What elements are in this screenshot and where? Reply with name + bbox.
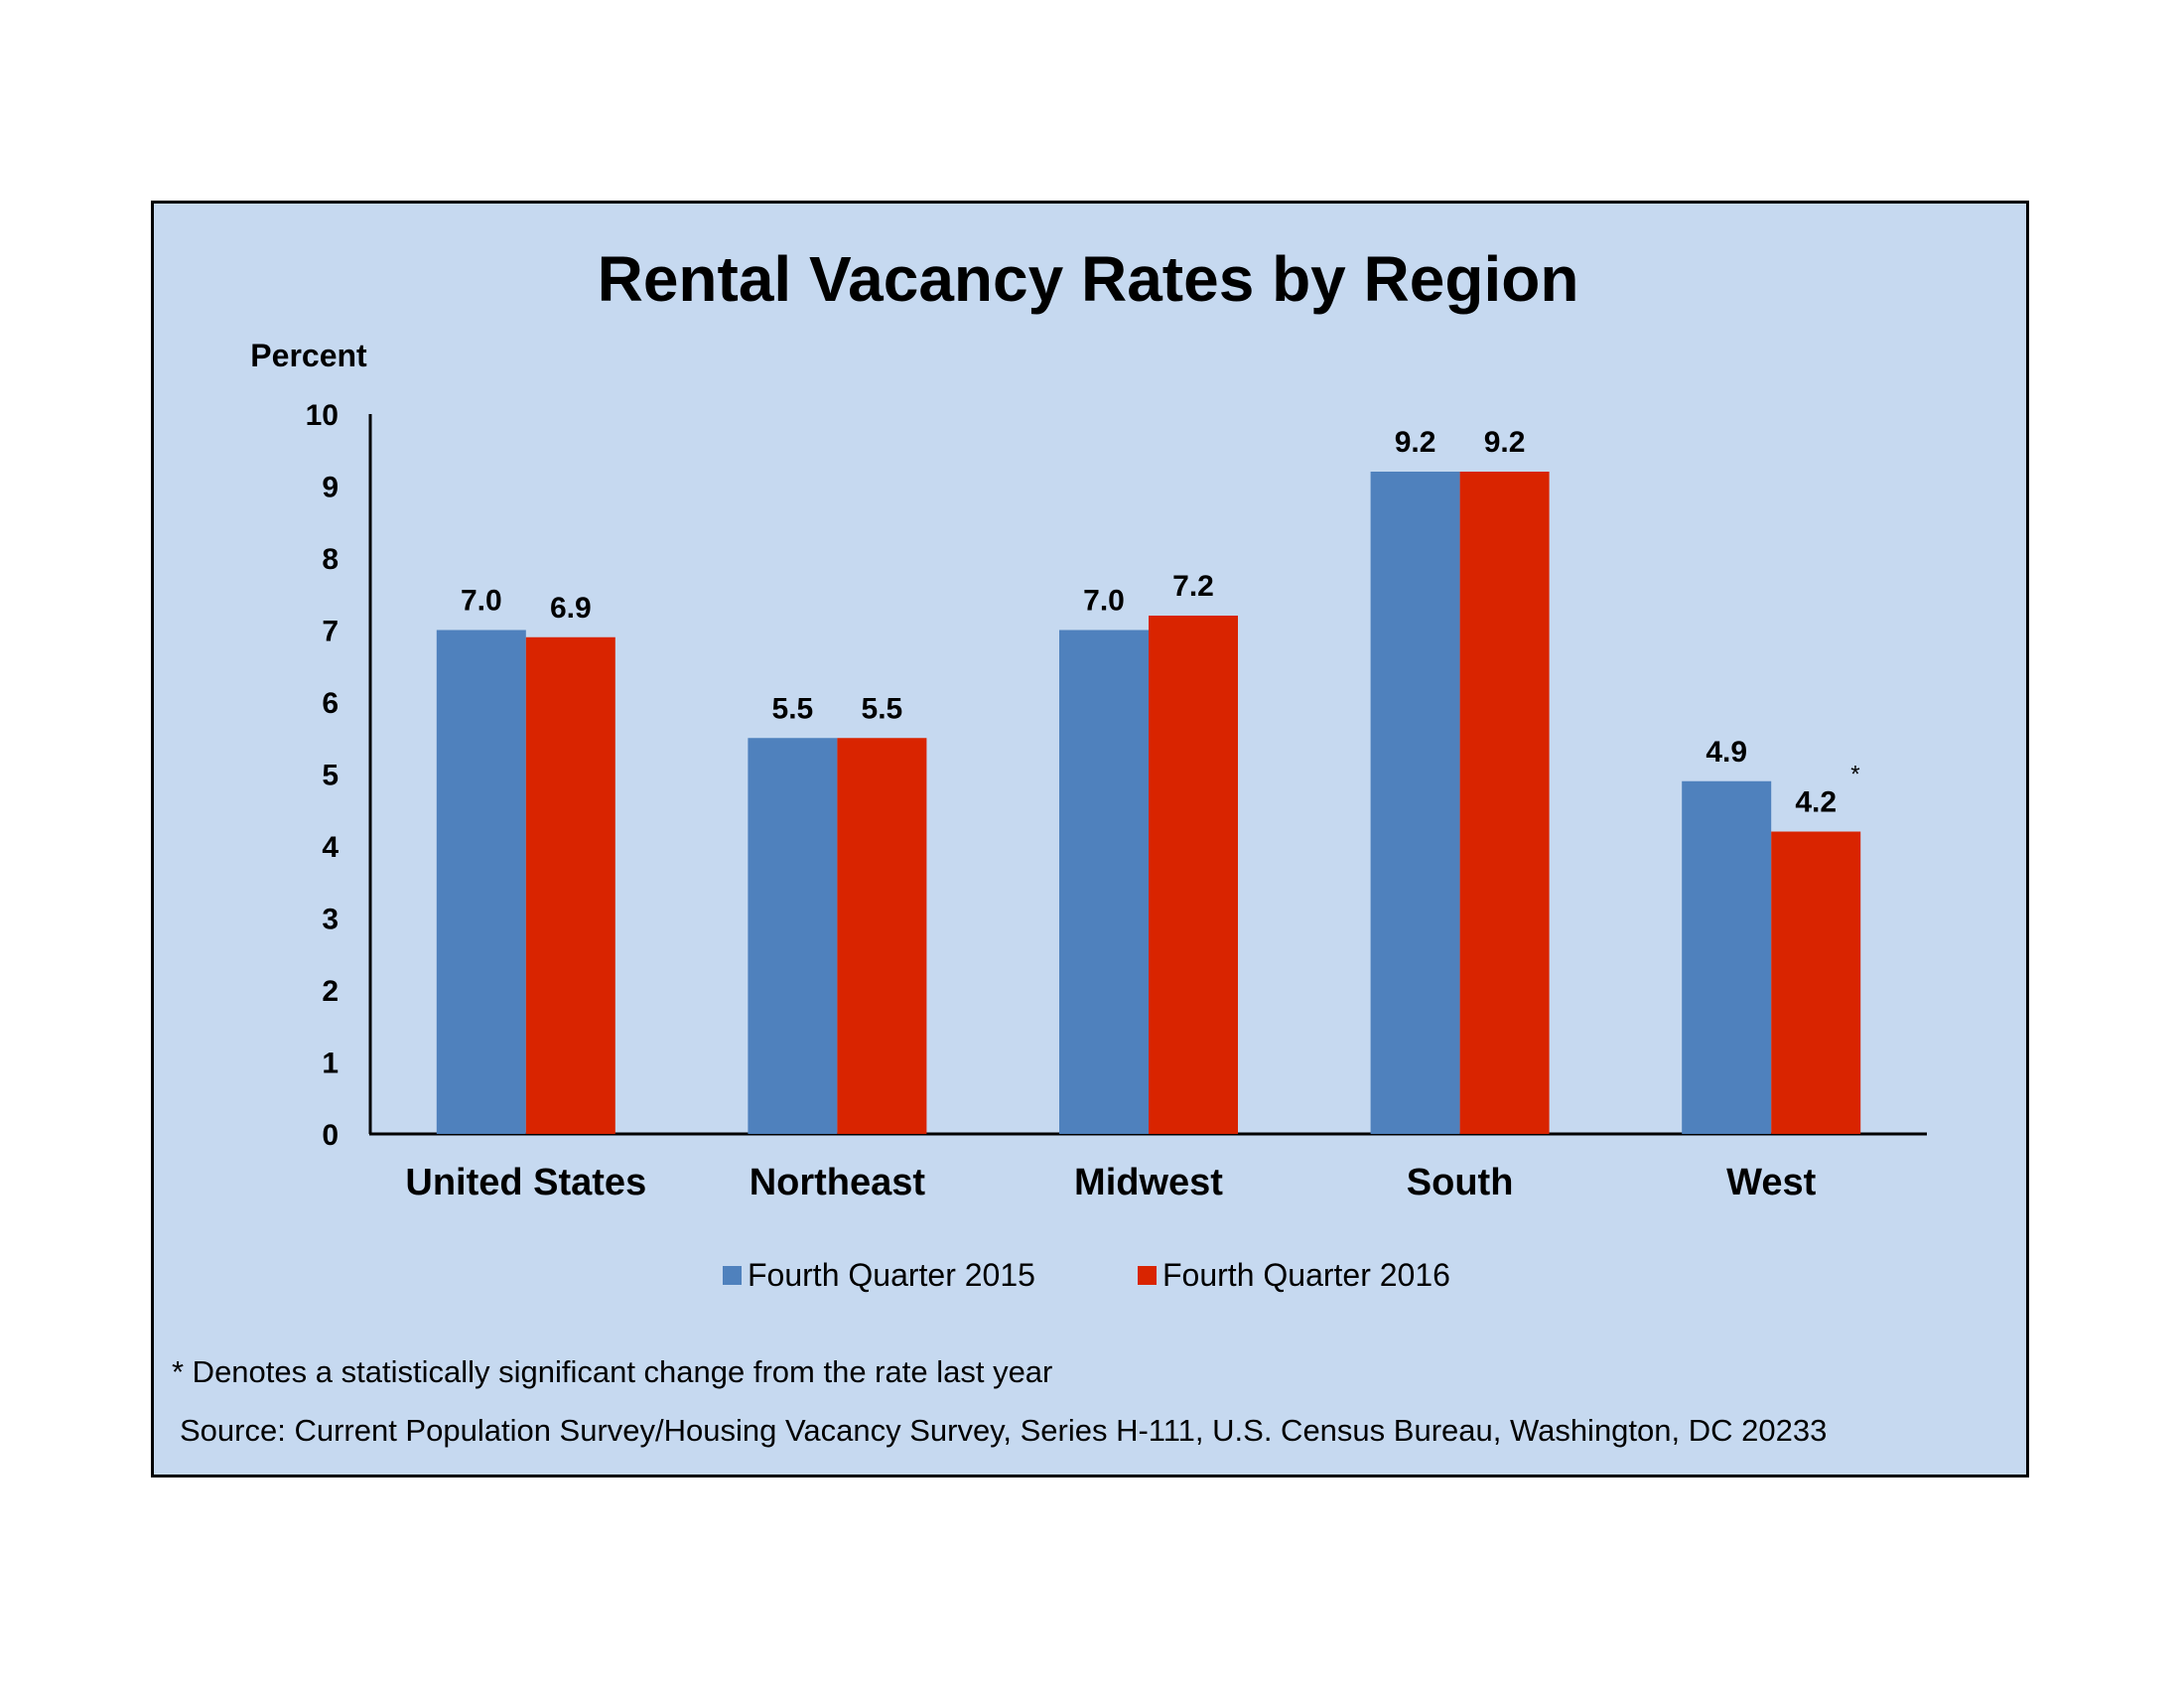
y-tick-label: 0 [322, 1119, 339, 1152]
bar [837, 738, 927, 1134]
x-tick-label: Midwest [1074, 1162, 1223, 1203]
bar [1059, 630, 1149, 1134]
data-label: 9.2 [1395, 426, 1436, 459]
y-tick-label: 6 [322, 687, 339, 720]
data-label: 9.2 [1484, 426, 1526, 459]
legend-swatch [723, 1266, 742, 1285]
y-tick-label: 10 [306, 399, 339, 432]
bar [1370, 472, 1460, 1134]
legend-label: Fourth Quarter 2016 [1162, 1257, 1450, 1293]
y-tick-label: 1 [322, 1048, 339, 1080]
data-label: 5.5 [862, 692, 903, 725]
data-label: 4.2 [1795, 786, 1837, 819]
bar [1771, 831, 1861, 1134]
chart-svg: Rental Vacancy Rates by Region Percent 0… [172, 243, 1927, 1448]
legend-label: Fourth Quarter 2015 [748, 1257, 1035, 1293]
bar [525, 636, 615, 1134]
plot-area: 0 1 2 3 4 5 6 7 8 9 10 7.0 6.9 United States 5.5 5.5 Nor… [306, 399, 1927, 1203]
y-axis-label: Percent [250, 338, 367, 373]
footnote: * Denotes a statistically significant ch… [172, 1354, 1052, 1389]
data-label: 6.9 [550, 592, 592, 625]
bar [436, 630, 526, 1134]
bar [1459, 472, 1550, 1134]
x-tick-label: South [1407, 1162, 1514, 1203]
y-tick-label: 9 [322, 472, 339, 504]
data-label: 7.0 [461, 585, 502, 618]
y-tick-label: 3 [322, 904, 339, 936]
x-tick-label: West [1726, 1162, 1816, 1203]
y-tick-label: 5 [322, 760, 339, 792]
bar [748, 738, 838, 1134]
source-note: Source: Current Population Survey/Housin… [180, 1413, 1827, 1448]
data-label: 7.2 [1172, 570, 1214, 603]
y-tick-label: 2 [322, 975, 339, 1008]
data-label: 5.5 [772, 692, 814, 725]
legend: Fourth Quarter 2015 Fourth Quarter 2016 [723, 1257, 1450, 1293]
chart-panel: Rental Vacancy Rates by Region Percent 0… [151, 201, 2029, 1477]
y-tick-label: 8 [322, 543, 339, 576]
significance-marker: * [1850, 762, 1859, 788]
x-tick-label: Northeast [750, 1162, 926, 1203]
x-tick-label: United States [405, 1162, 646, 1203]
legend-swatch [1138, 1266, 1157, 1285]
data-label: 4.9 [1706, 736, 1747, 769]
chart-title: Rental Vacancy Rates by Region [598, 243, 1579, 315]
y-tick-label: 7 [322, 616, 339, 648]
bar [1682, 780, 1772, 1134]
bar [1149, 616, 1238, 1134]
data-label: 7.0 [1083, 585, 1125, 618]
y-tick-label: 4 [322, 831, 339, 864]
